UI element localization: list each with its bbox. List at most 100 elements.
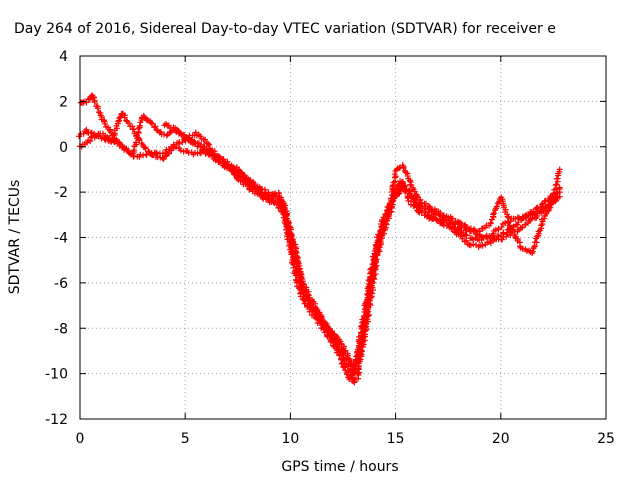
data-point [351,361,358,368]
data-point [205,140,212,147]
y-tick-label: -6 [54,276,68,292]
data-point [356,369,363,376]
data-point [132,139,139,146]
data-point [147,119,154,126]
data-point [289,251,296,258]
x-tick-label: 5 [181,431,190,447]
data-point [411,188,418,195]
data-point [106,134,113,141]
chart-title: Day 264 of 2016, Sidereal Day-to-day VTE… [14,21,556,37]
data-point [509,228,516,235]
data-point [206,141,213,148]
y-axis-label: SDTVAR / TECUs [7,180,23,295]
data-point [215,153,222,160]
data-point [364,296,371,303]
data-point [463,237,470,244]
data-point [390,179,397,186]
y-tick-label: -4 [54,231,68,247]
data-point [493,203,500,210]
x-tick-label: 20 [492,431,510,447]
data-point [105,135,112,142]
data-point [125,147,132,154]
data-point [116,115,123,122]
data-point [152,123,159,130]
data-point [356,342,363,349]
data-point [372,252,379,259]
data-point [177,147,184,154]
marks-layer [76,92,563,386]
tick-labels-layer: 0 5 10 15 20 25 -12 -10 -8 -6 -4 -2 0 2 4 [45,49,615,447]
data-point [498,224,505,231]
data-point [428,207,435,214]
series-trace-d [161,120,563,373]
data-point [382,216,389,223]
data-point [495,233,502,240]
data-point [463,232,470,239]
data-point [556,184,563,191]
ticks-layer [79,55,607,420]
x-axis-label: GPS time / hours [281,459,398,475]
data-point [495,225,502,232]
data-point [391,171,398,178]
data-point [83,126,90,133]
data-point [288,233,295,240]
data-point [417,196,424,203]
data-point [386,202,393,209]
data-point [479,242,486,249]
data-point [526,247,533,254]
data-point [535,228,542,235]
data-point [387,201,394,208]
data-point [388,195,395,202]
data-point [449,223,456,230]
data-point [411,198,418,205]
data-point [145,148,152,155]
data-point [490,211,497,218]
data-point [143,151,150,158]
x-tick-label: 15 [387,431,405,447]
data-point [553,181,560,188]
data-point [365,290,372,297]
data-point [503,229,510,236]
data-point [295,266,302,273]
data-point [380,219,387,226]
data-point [351,379,358,386]
data-point [415,208,422,215]
data-point [529,215,536,222]
data-point [125,120,132,127]
data-point [440,212,447,219]
series-trace-b [76,110,563,383]
data-point [462,231,469,238]
data-point [116,142,123,149]
data-point [521,212,528,219]
data-point [197,133,204,140]
data-point [505,219,512,226]
data-point [373,251,380,258]
data-point [135,125,142,132]
x-tick-label: 0 [76,431,85,447]
grid-layer [80,56,606,419]
data-point [547,204,554,211]
data-point [538,222,545,229]
data-point [529,248,536,255]
data-point [470,226,477,233]
data-point [123,117,130,124]
data-point [160,156,167,163]
data-point [250,178,257,185]
y-tick-label: -2 [54,185,68,201]
data-point [173,144,180,151]
data-point [368,278,375,285]
data-point [94,105,101,112]
data-point [490,210,497,217]
data-point [233,175,240,182]
data-point [534,204,541,211]
series-trace-a [77,92,563,376]
data-point [209,152,216,159]
data-point [87,138,94,145]
data-point [268,191,275,198]
data-point [91,98,98,105]
data-point [422,209,429,216]
x-tick-label: 10 [281,431,299,447]
data-point [533,239,540,246]
data-point [327,338,334,345]
